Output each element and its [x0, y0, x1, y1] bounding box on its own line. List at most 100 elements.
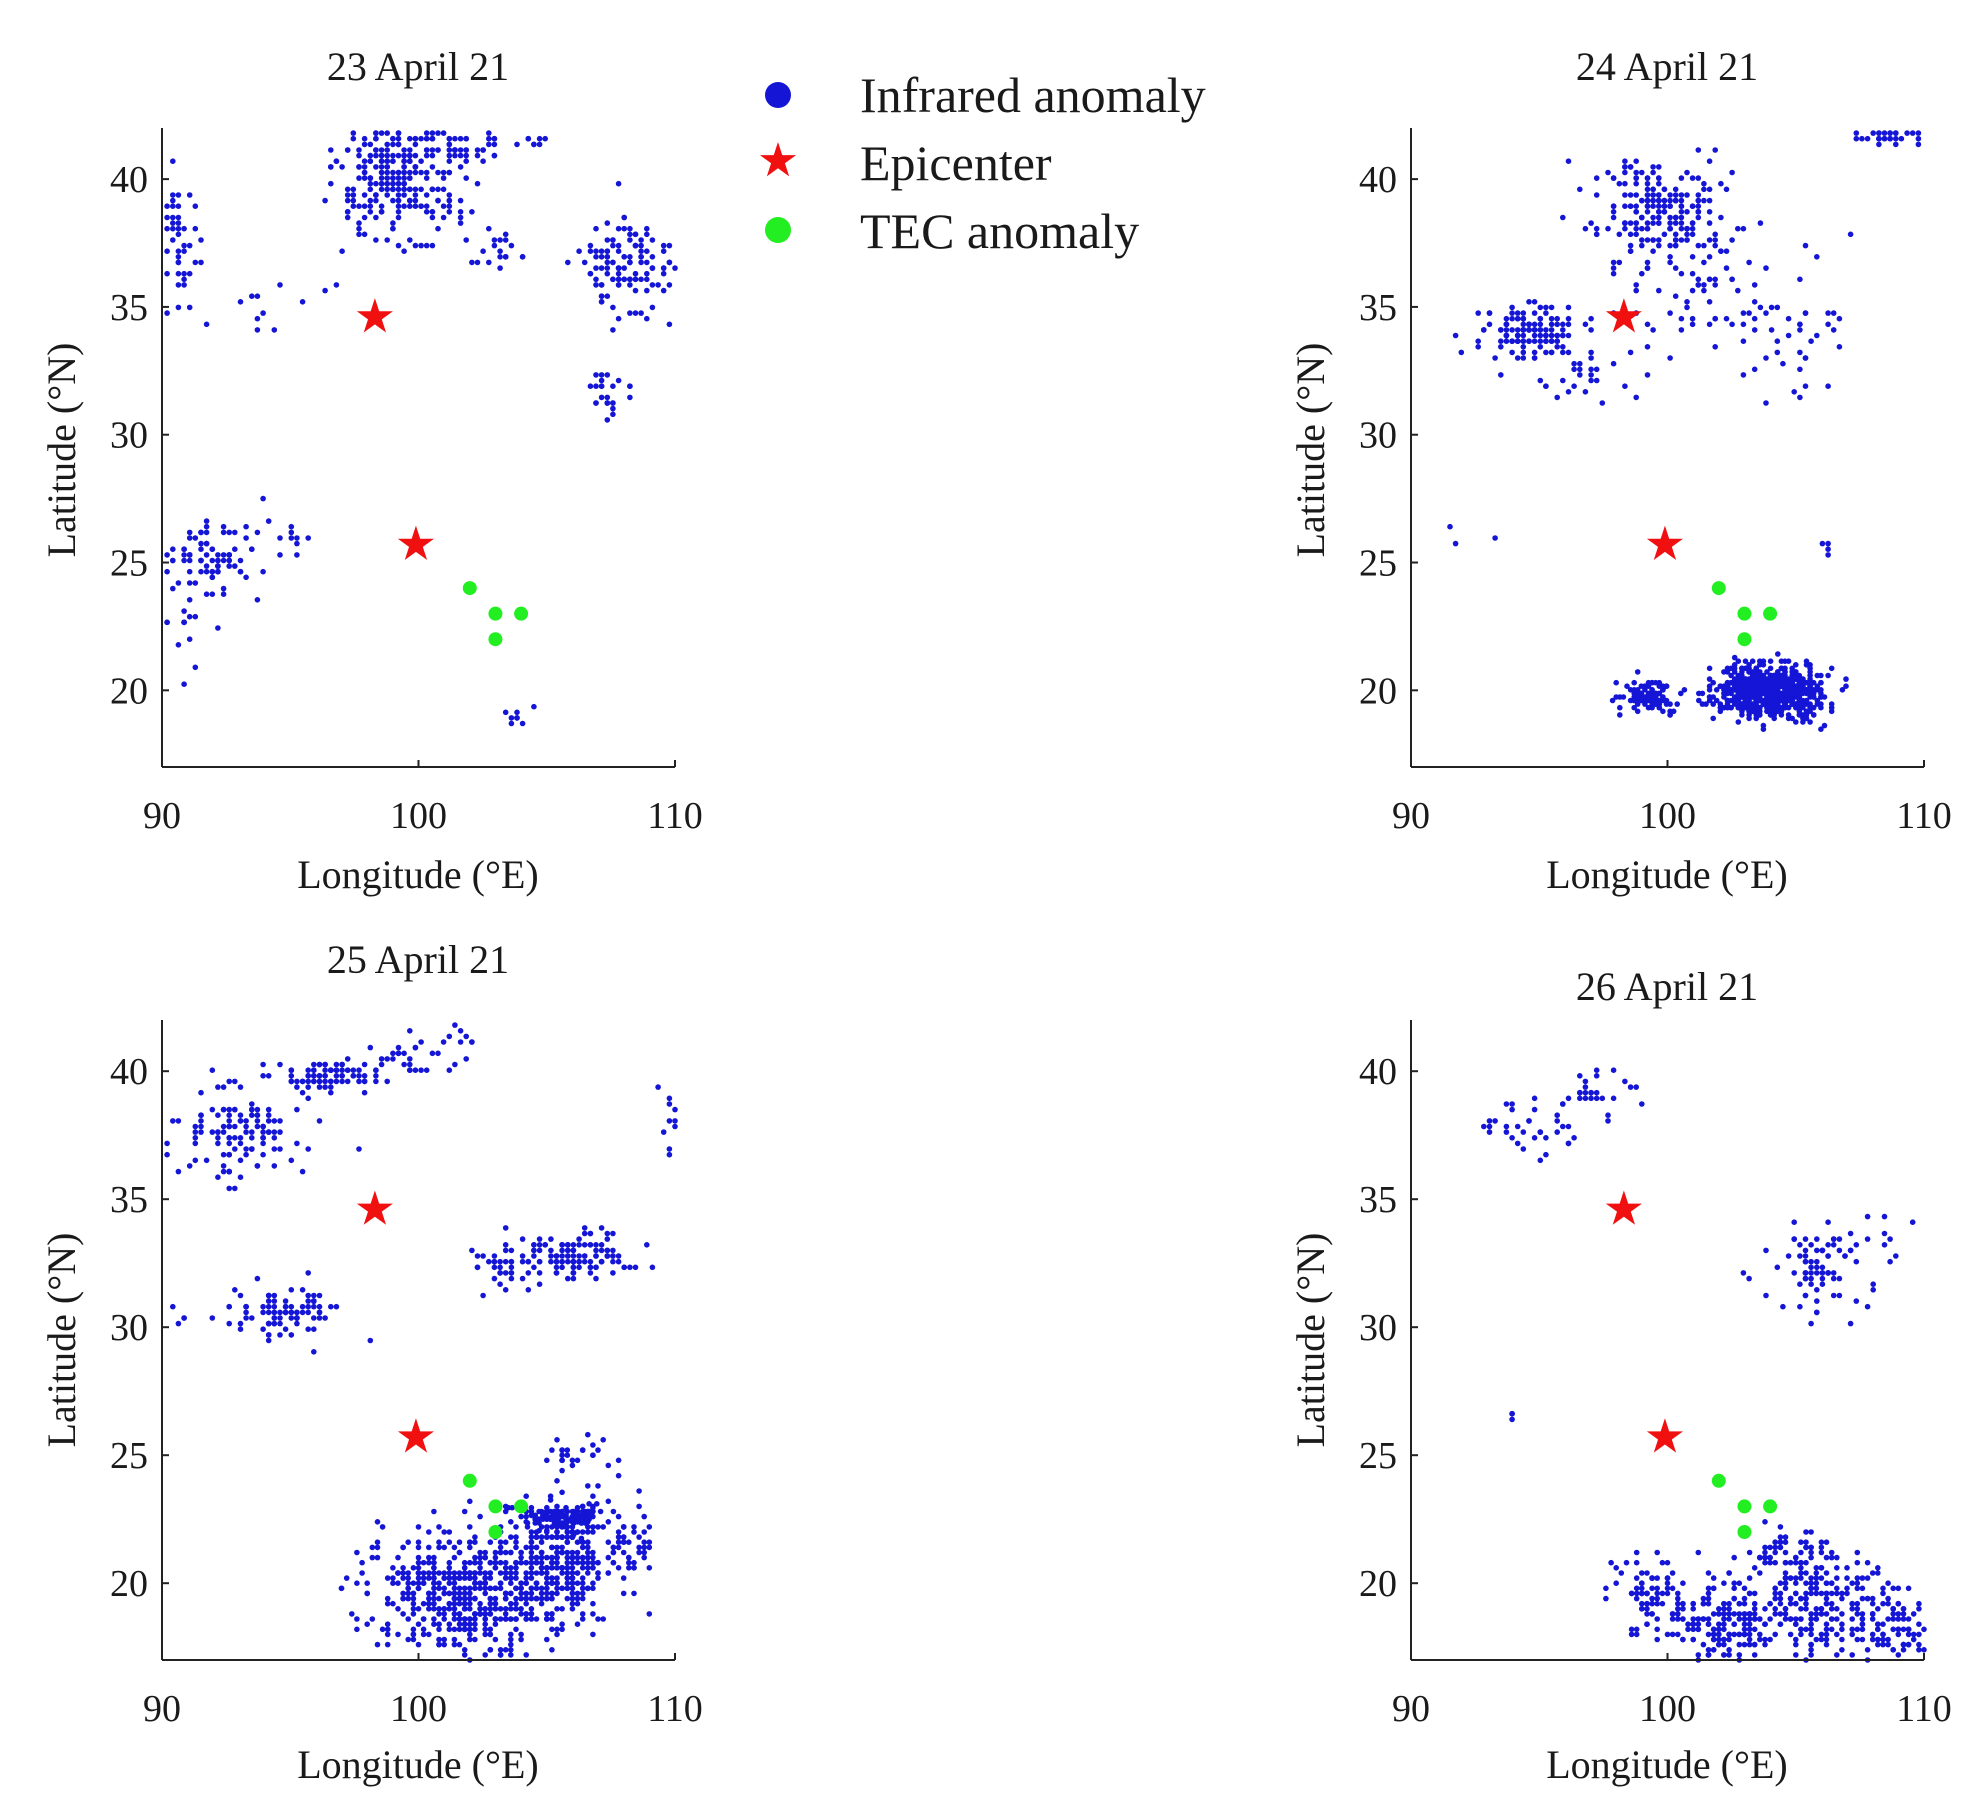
infrared-anomaly-point	[1654, 1626, 1660, 1633]
infrared-anomaly-point	[579, 1595, 586, 1602]
infrared-anomaly-point	[1695, 1621, 1702, 1627]
infrared-anomaly-point	[170, 1303, 176, 1310]
infrared-anomaly-point	[593, 1242, 599, 1248]
infrared-anomaly-point	[593, 276, 599, 283]
infrared-anomaly-point	[181, 608, 187, 614]
infrared-anomaly-point	[660, 270, 667, 277]
infrared-anomaly-point	[1593, 1073, 1600, 1079]
infrared-anomaly-point	[1654, 1590, 1660, 1597]
infrared-anomaly-point	[590, 1580, 596, 1586]
infrared-anomaly-point	[472, 1539, 478, 1545]
infrared-anomaly-point	[1699, 701, 1706, 707]
infrared-anomaly-point	[350, 135, 357, 142]
infrared-anomaly-point	[1782, 1534, 1789, 1540]
infrared-anomaly-point	[598, 377, 605, 384]
infrared-anomaly-point	[487, 1611, 494, 1617]
infrared-anomaly-point	[175, 220, 182, 226]
infrared-anomaly-point	[1638, 690, 1645, 697]
infrared-anomaly-point	[593, 282, 599, 288]
infrared-anomaly-point	[361, 1089, 368, 1096]
infrared-anomaly-point	[1543, 349, 1549, 356]
infrared-anomaly-point	[390, 1580, 396, 1586]
infrared-anomaly-point	[644, 276, 650, 283]
infrared-anomaly-point	[401, 164, 407, 170]
infrared-anomaly-point	[1565, 321, 1572, 328]
infrared-anomaly-point	[559, 1520, 565, 1526]
infrared-anomaly-point	[1834, 1575, 1840, 1581]
infrared-anomaly-point	[1916, 1641, 1922, 1648]
infrared-anomaly-point	[1565, 1123, 1572, 1130]
infrared-anomaly-point	[1695, 1652, 1702, 1658]
infrared-anomaly-point	[528, 1508, 535, 1515]
infrared-anomaly-point	[590, 1524, 596, 1530]
infrared-anomaly-point	[1716, 1636, 1722, 1643]
infrared-anomaly-point	[461, 1508, 468, 1515]
infrared-anomaly-point	[1808, 1626, 1814, 1633]
infrared-anomaly-point	[641, 1554, 647, 1561]
infrared-anomaly-point	[1531, 321, 1538, 328]
infrared-anomaly-point	[1808, 1275, 1814, 1282]
infrared-anomaly-point	[621, 1264, 627, 1271]
infrared-anomaly-point	[1881, 1230, 1888, 1237]
infrared-anomaly-point	[192, 203, 199, 209]
infrared-anomaly-point	[1644, 225, 1651, 232]
infrared-anomaly-point	[1731, 1585, 1737, 1592]
infrared-anomaly-point	[518, 1595, 524, 1602]
infrared-anomaly-point	[585, 1539, 591, 1545]
infrared-anomaly-point	[1895, 1631, 1902, 1638]
infrared-anomaly-point	[620, 1524, 627, 1530]
infrared-anomaly-point	[373, 237, 379, 243]
infrared-anomaly-point	[644, 1242, 650, 1248]
infrared-anomaly-point	[1531, 310, 1538, 316]
infrared-anomaly-point	[423, 130, 430, 136]
infrared-anomaly-point	[1741, 1611, 1748, 1617]
infrared-anomaly-point	[441, 1611, 448, 1617]
infrared-anomaly-point	[467, 1575, 473, 1581]
infrared-anomaly-point	[1910, 1631, 1917, 1638]
infrared-anomaly-point	[164, 552, 170, 558]
infrared-anomaly-point	[502, 1595, 509, 1602]
infrared-anomaly-point	[435, 169, 441, 176]
infrared-anomaly-point	[585, 1529, 591, 1535]
infrared-anomaly-point	[1633, 1585, 1640, 1592]
infrared-anomaly-point	[226, 1185, 232, 1192]
infrared-anomaly-point	[175, 225, 182, 232]
infrared-anomaly-point	[579, 1575, 586, 1581]
infrared-anomaly-point	[463, 1033, 470, 1040]
infrared-anomaly-point	[170, 220, 176, 226]
infrared-anomaly-point	[378, 164, 385, 170]
infrared-anomaly-point	[1881, 1213, 1888, 1220]
infrared-anomaly-point	[1853, 1258, 1860, 1265]
infrared-anomaly-point	[604, 259, 611, 266]
infrared-anomaly-point	[181, 242, 187, 249]
infrared-anomaly-point	[463, 158, 470, 164]
infrared-anomaly-point	[260, 1135, 266, 1141]
infrared-anomaly-point	[587, 1230, 594, 1237]
infrared-anomaly-point	[1613, 694, 1619, 700]
infrared-anomaly-point	[423, 152, 430, 159]
infrared-anomaly-point	[446, 1529, 453, 1535]
infrared-anomaly-point	[1847, 1247, 1854, 1254]
infrared-anomaly-point	[1803, 1544, 1809, 1551]
tec-anomaly-point	[488, 1525, 503, 1539]
infrared-anomaly-point	[333, 1067, 340, 1073]
infrared-anomaly-point	[277, 1309, 283, 1316]
infrared-anomaly-point	[1537, 327, 1544, 333]
infrared-anomaly-point	[474, 180, 481, 187]
infrared-anomaly-point	[1680, 1636, 1686, 1643]
infrared-anomaly-point	[1741, 1631, 1748, 1638]
infrared-anomaly-point	[1712, 242, 1718, 249]
infrared-anomaly-point	[373, 147, 379, 153]
infrared-anomaly-point	[1772, 1631, 1778, 1638]
infrared-anomaly-point	[1514, 315, 1521, 322]
infrared-anomaly-point	[474, 147, 481, 153]
infrared-anomaly-point	[1735, 687, 1742, 693]
infrared-anomaly-point	[598, 1225, 605, 1231]
infrared-anomaly-point	[610, 1559, 617, 1566]
infrared-anomaly-point	[429, 135, 436, 142]
infrared-anomaly-point	[1814, 1236, 1820, 1242]
infrared-anomaly-point	[497, 1580, 504, 1586]
infrared-anomaly-point	[203, 1157, 210, 1164]
infrared-anomaly-point	[549, 1595, 555, 1602]
